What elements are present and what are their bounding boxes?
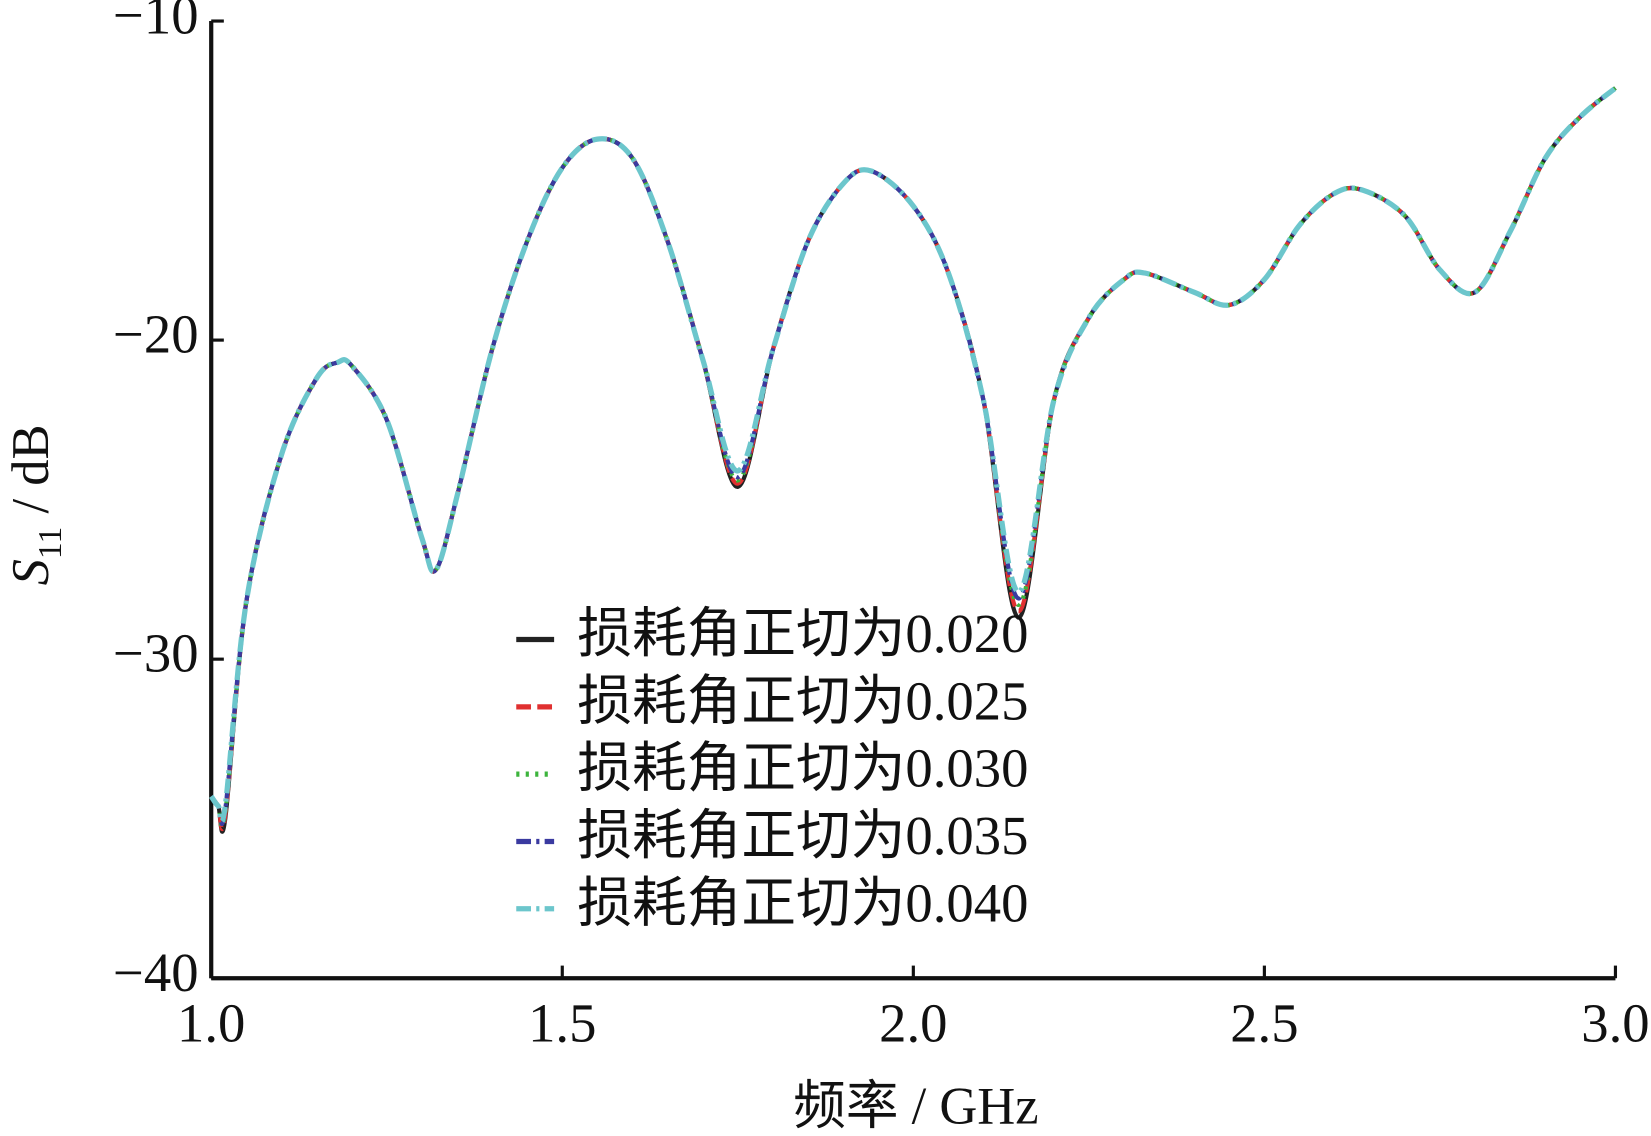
x-tick-label: 2.0: [879, 992, 947, 1053]
legend-label: 损耗角正切为0.035: [577, 805, 1028, 866]
series-line: [209, 86, 1617, 826]
y-axis-subscript: 11: [32, 527, 69, 559]
legend-label: 损耗角正切为0.040: [577, 872, 1028, 933]
legend-label: 损耗角正切为0.030: [577, 738, 1028, 799]
y-axis-symbol: S: [2, 559, 60, 585]
y-axis-unit: / dB: [2, 424, 60, 526]
y-tick-label: −30: [113, 623, 199, 684]
y-axis-title: S11 / dB: [2, 424, 69, 585]
x-tick-label: 2.5: [1230, 992, 1298, 1053]
x-tick-label: 3.0: [1581, 992, 1649, 1053]
legend-label: 损耗角正切为0.025: [577, 670, 1028, 731]
x-tick-label: 1.5: [528, 992, 596, 1053]
y-tick-label: −20: [113, 304, 199, 365]
y-tick-label: −40: [113, 942, 199, 1003]
x-axis-title: 频率 / GHz: [793, 1077, 1038, 1135]
legend-label: 损耗角正切为0.020: [577, 603, 1028, 664]
x-tick-label: 1.0: [177, 992, 245, 1053]
y-tick-label: −10: [113, 0, 199, 46]
